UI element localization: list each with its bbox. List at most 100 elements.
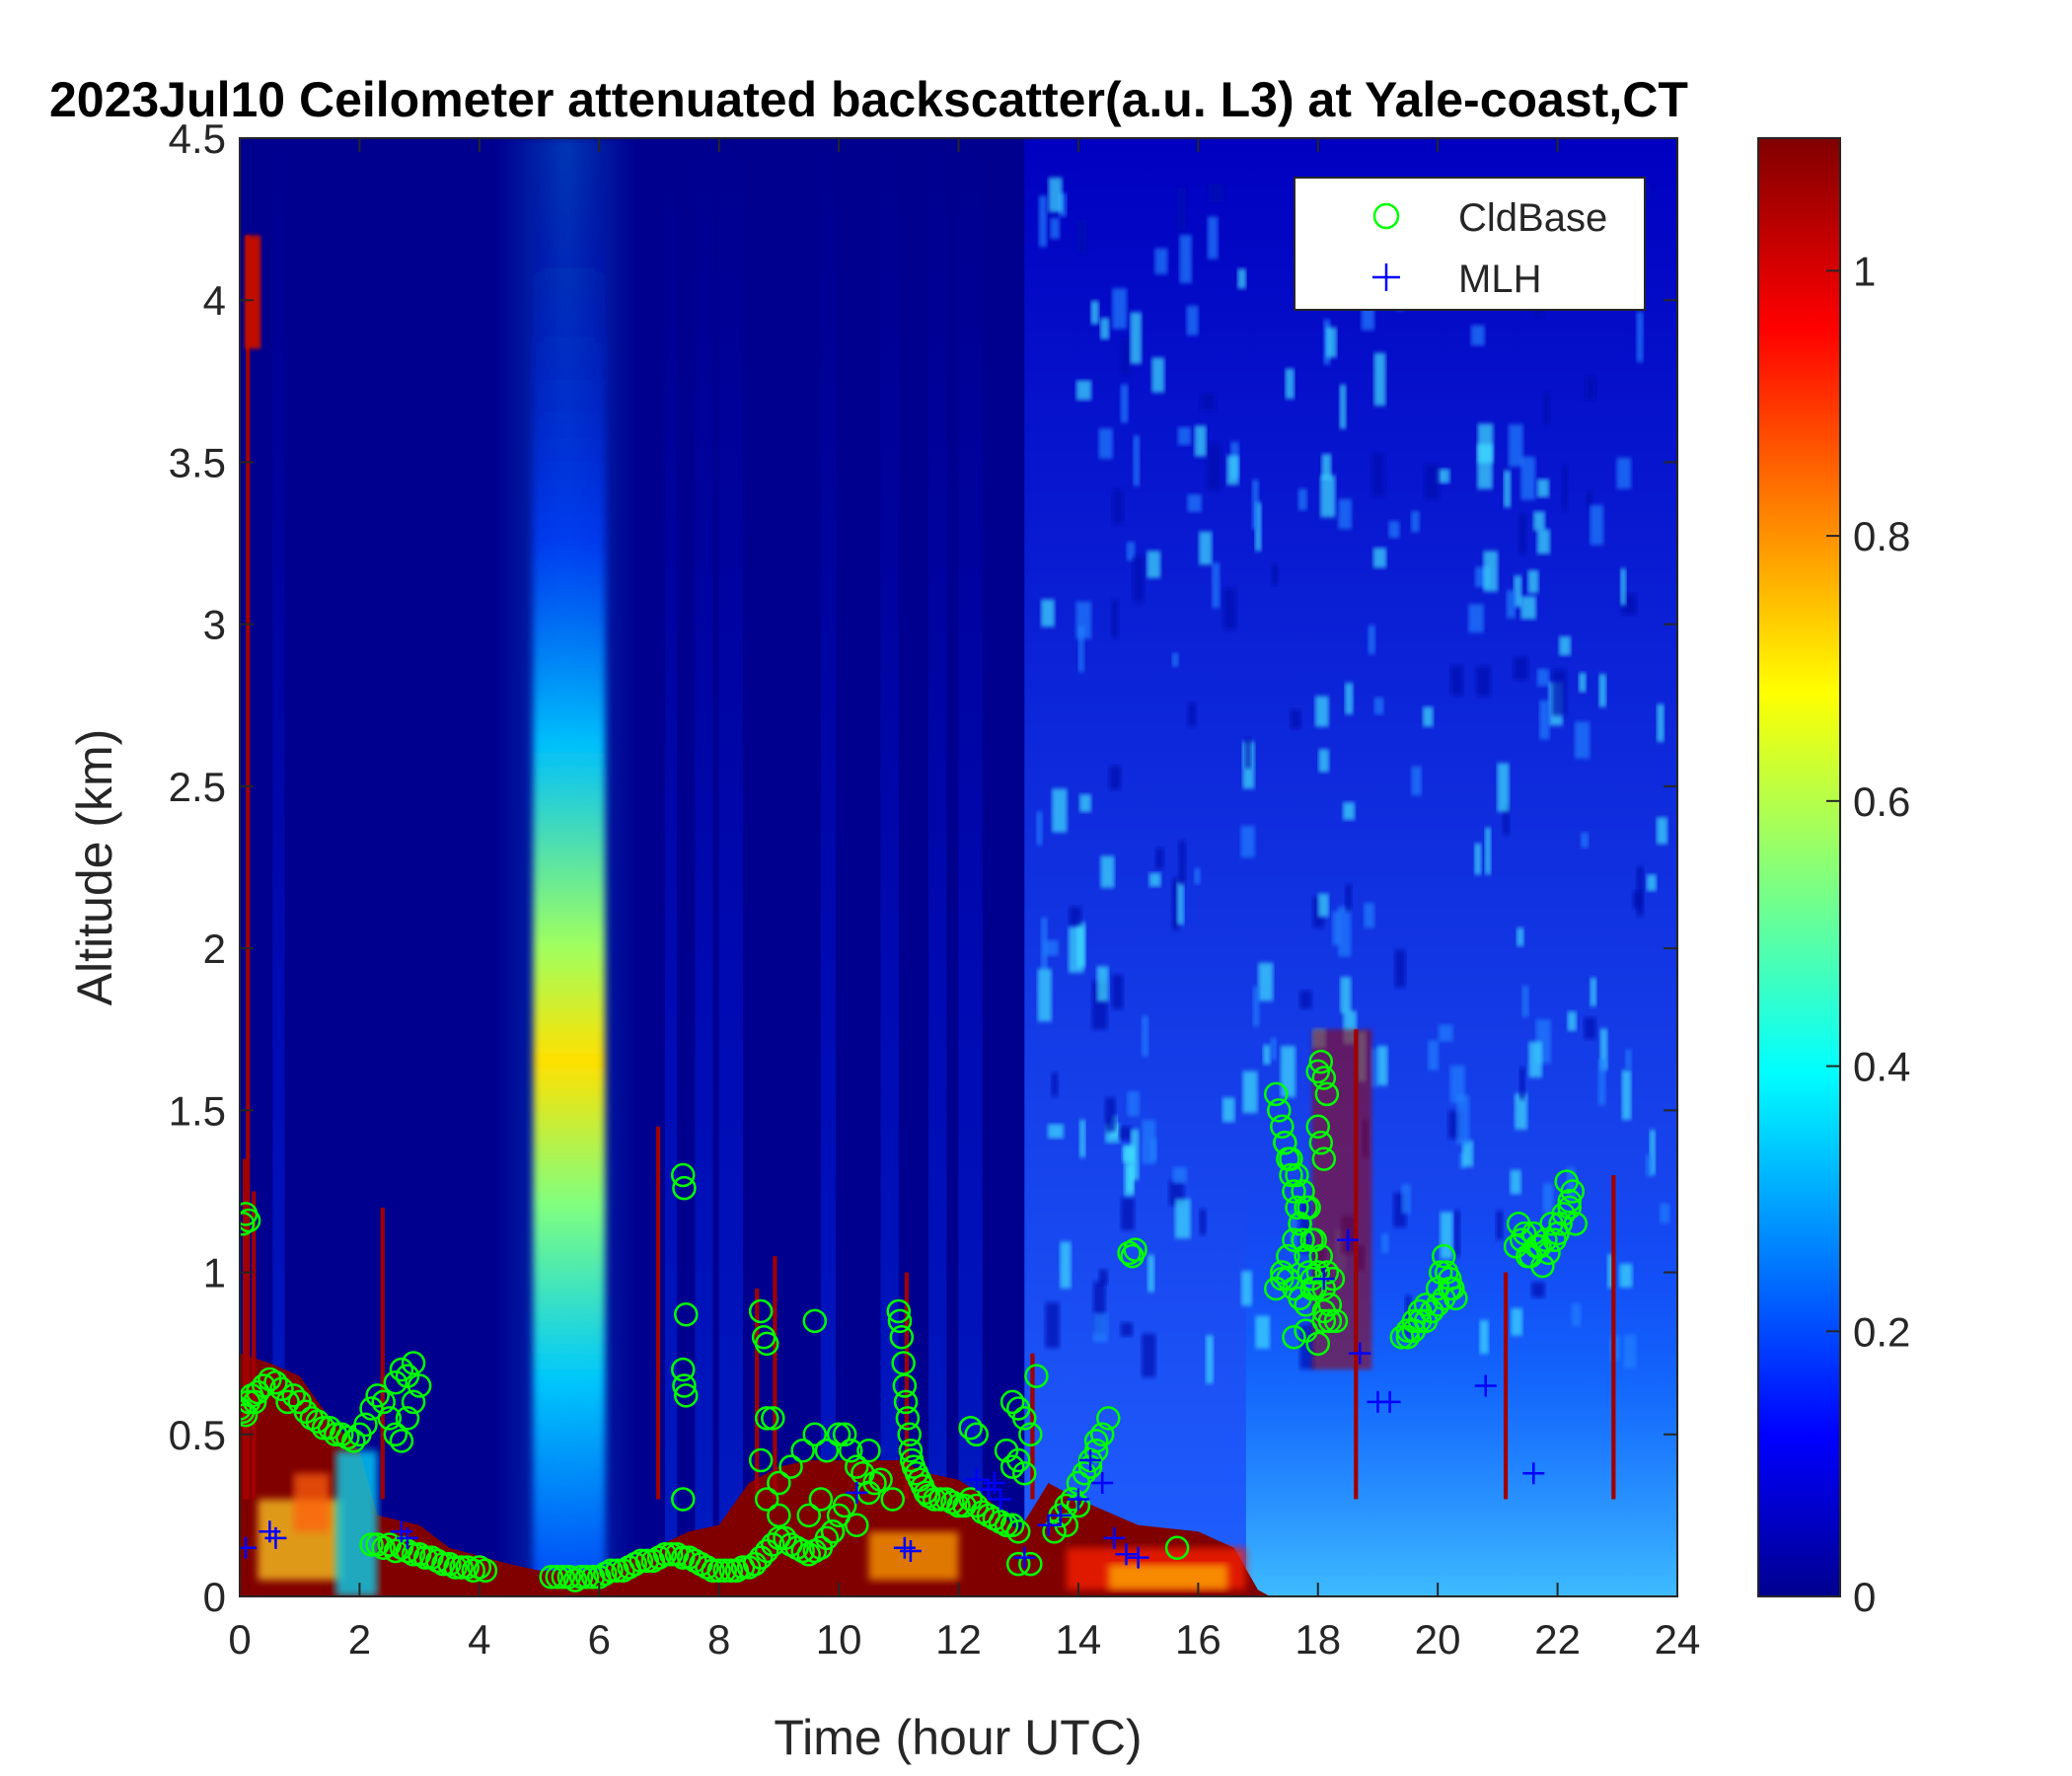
backscatter-speckle	[1059, 192, 1068, 217]
backscatter-speckle	[1200, 393, 1217, 411]
backscatter-speckle	[1321, 454, 1332, 480]
backscatter-spike	[246, 235, 251, 1500]
cldbase-point	[1425, 1293, 1450, 1317]
cldbase-point	[1270, 1260, 1295, 1285]
backscatter-speckle	[1041, 599, 1055, 628]
mlh-point	[899, 1540, 922, 1563]
backscatter-stripe	[695, 138, 713, 1596]
backscatter-speckle	[1050, 217, 1061, 240]
cldbase-point	[1314, 1260, 1340, 1285]
backscatter-speckle	[1120, 1198, 1135, 1230]
backscatter-spike	[655, 1126, 661, 1500]
cldbase-point	[383, 1422, 408, 1447]
cldbase-point	[1302, 1227, 1327, 1252]
mlh-point	[1049, 1504, 1072, 1526]
backscatter-speckle	[1108, 766, 1122, 790]
cldbase-point	[1389, 1324, 1414, 1350]
cldbase-point	[377, 1406, 403, 1431]
cldbase-point	[790, 1438, 815, 1463]
mlh-point	[1349, 1342, 1371, 1365]
backscatter-speckle	[1506, 590, 1517, 619]
mlh-point	[1378, 1390, 1401, 1413]
x-axis: 0 2 4 6 8 10 12 14 16 18 20 22 24	[228, 138, 1700, 1663]
backscatter-speckle	[1111, 974, 1124, 1009]
backscatter-spike	[773, 1256, 777, 1500]
cldbase-point	[887, 1308, 913, 1334]
cldbase-point	[1305, 1260, 1330, 1285]
backscatter-speckle	[1285, 368, 1295, 400]
cldbase-point	[672, 1373, 697, 1398]
cldbase-point	[401, 1389, 426, 1415]
backscatter-speckle	[1468, 604, 1484, 633]
backscatter-speckle	[1241, 1271, 1252, 1306]
backscatter-speckle	[1048, 1124, 1064, 1139]
cldbase-point	[895, 1406, 921, 1431]
backscatter-speckle	[1130, 1129, 1140, 1181]
backscatter-speckle	[1187, 494, 1202, 512]
cldbase-point	[808, 1487, 834, 1512]
backscatter-speckle	[1325, 327, 1337, 358]
cldbase-point	[712, 1558, 737, 1583]
backscatter-speckle	[1299, 990, 1312, 1009]
backscatter-speckle	[1404, 1295, 1412, 1338]
cldbase-point	[670, 1162, 696, 1188]
x-tick-label: 0	[228, 1616, 251, 1663]
cldbase-point	[652, 1542, 678, 1567]
cldbase-point	[1323, 1308, 1349, 1334]
cldbase-point	[748, 1545, 774, 1570]
backscatter-speckle	[1199, 1209, 1207, 1235]
backscatter-speckle	[1376, 1045, 1388, 1086]
backscatter-speckle	[1636, 312, 1644, 362]
backscatter-speckle	[1099, 318, 1110, 339]
colorbar-tick-label: 0.8	[1853, 513, 1910, 559]
x-tick-label: 24	[1655, 1616, 1701, 1663]
backscatter-speckle	[1079, 1119, 1086, 1157]
backscatter-speckle	[1474, 843, 1482, 875]
colorbar: 0 0.2 0.4 0.6 0.8 1	[1757, 137, 1910, 1620]
x-tick-label: 10	[816, 1616, 862, 1663]
mlh-point	[965, 1468, 988, 1491]
chart-title: 2023Jul10 Ceilometer attenuated backscat…	[49, 72, 1688, 127]
backscatter-speckle	[1566, 1167, 1576, 1201]
backscatter-speckle	[1037, 968, 1052, 1022]
legend-box	[1294, 177, 1646, 311]
cldbase-point	[431, 1551, 456, 1577]
cldbase-point	[706, 1558, 731, 1583]
backscatter-speckle	[1124, 1147, 1135, 1197]
backscatter-stripe	[820, 138, 837, 1596]
cldbase-point	[1317, 1308, 1343, 1334]
backscatter-speckle	[1271, 563, 1279, 585]
cldbase-point	[1042, 1519, 1067, 1544]
backscatter-speckle	[1255, 1315, 1270, 1349]
backscatter-speckle	[1150, 1138, 1157, 1161]
cldbase-point	[269, 1376, 294, 1402]
backscatter-speckle	[1314, 696, 1329, 727]
backscatter-speckle	[1222, 588, 1237, 630]
backscatter-speckle	[1172, 1167, 1187, 1184]
backscatter-speckle	[1226, 455, 1239, 485]
high-cloud-patch	[244, 235, 261, 349]
backscatter-speckle	[1597, 1058, 1606, 1106]
backscatter-speckle	[1096, 966, 1109, 1002]
cldbase-point	[893, 1389, 919, 1415]
cldbase-point	[551, 1565, 576, 1590]
cldbase-point	[1005, 1447, 1031, 1473]
backscatter-heatmap	[240, 138, 1677, 1596]
backscatter-speckle	[1590, 977, 1597, 1006]
backscatter-speckle	[1132, 555, 1145, 602]
backscatter-speckle	[1483, 551, 1499, 592]
backscatter-speckle	[1636, 865, 1644, 917]
x-tick-label: 16	[1175, 1616, 1221, 1663]
cldbase-point	[240, 1208, 261, 1233]
cldbase-point	[767, 1503, 791, 1528]
cldbase-point	[305, 1409, 331, 1434]
backscatter-speckle	[1179, 235, 1192, 284]
backscatter-speckle	[1119, 1126, 1133, 1141]
cldbase-point	[658, 1542, 684, 1567]
backscatter-speckle	[1514, 575, 1522, 608]
cldbase-series	[240, 1049, 1589, 1592]
cldbase-point	[1305, 1331, 1330, 1357]
backscatter-speckle	[1585, 376, 1596, 400]
backscatter-speckle	[1110, 600, 1119, 638]
backscatter-speckle	[1372, 548, 1387, 568]
